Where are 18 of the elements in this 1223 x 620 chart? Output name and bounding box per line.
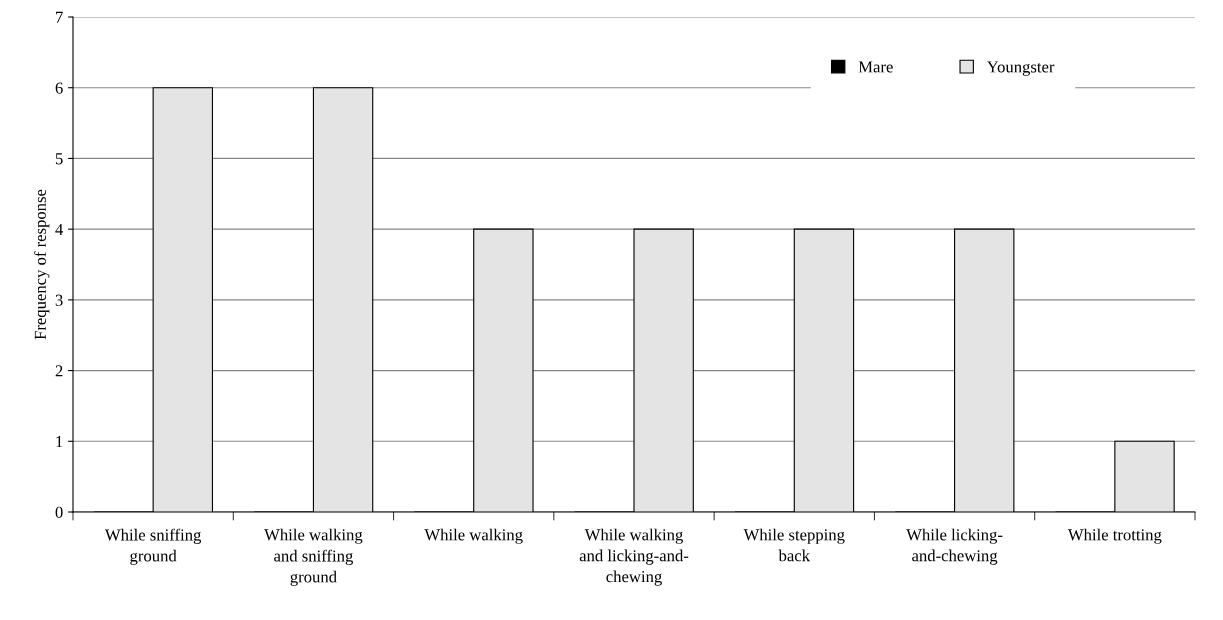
y-tick-label: 7 bbox=[56, 11, 63, 23]
legend-label: Mare bbox=[858, 61, 893, 73]
y-axis-title: Frequency of response bbox=[34, 189, 50, 340]
legend-label: Youngster bbox=[986, 61, 1055, 76]
y-tick-label: 3 bbox=[55, 294, 63, 306]
x-tick-label: While stepping back bbox=[743, 528, 845, 562]
x-tick-label: While trotting bbox=[1067, 528, 1162, 544]
x-tick-label: While sniffing ground bbox=[104, 528, 202, 565]
y-tick-label: 1 bbox=[56, 436, 63, 448]
x-tick-label: While walking and licking-and- chewing bbox=[579, 528, 689, 586]
x-tick-label: While licking- and-chewing bbox=[906, 528, 1003, 565]
y-tick-label: 4 bbox=[55, 223, 64, 235]
x-tick-label: While walking and sniffing ground bbox=[264, 528, 363, 586]
y-tick-label: 2 bbox=[55, 365, 63, 377]
y-tick-label: 6 bbox=[55, 82, 63, 94]
y-tick-label: 5 bbox=[55, 153, 63, 165]
x-tick-label: While walking bbox=[424, 528, 523, 544]
y-tick-label: 0 bbox=[55, 506, 63, 518]
